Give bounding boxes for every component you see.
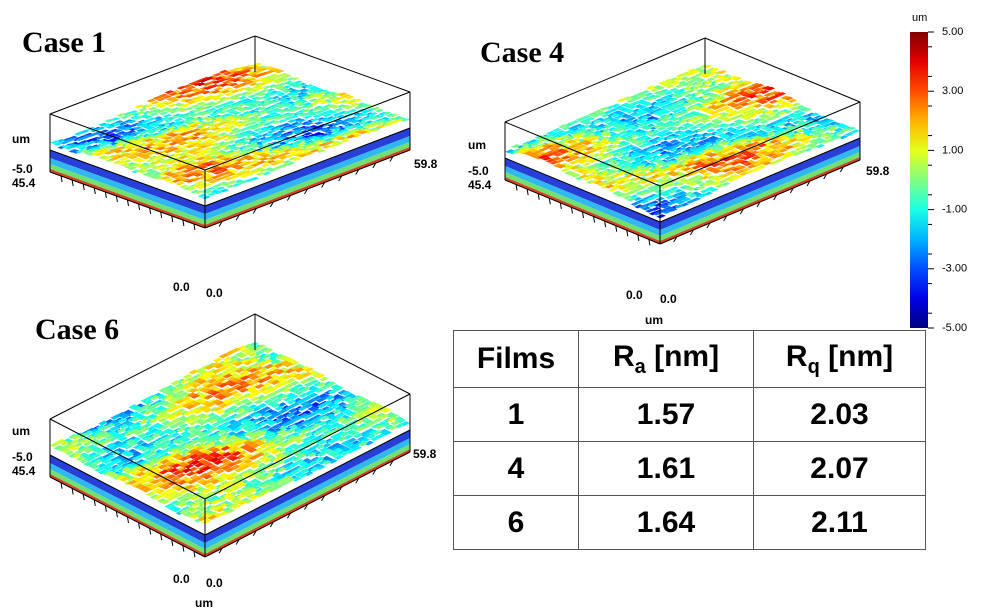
surface-cell <box>276 130 286 134</box>
axis-tick <box>172 216 173 222</box>
axis-tick <box>516 185 517 191</box>
header-sub: q <box>808 356 820 378</box>
roughness-table: Films Ra [nm] Rq [nm] 11.572.0341.612.07… <box>453 330 926 550</box>
axis-tick <box>61 176 62 182</box>
axis-tick <box>549 198 550 204</box>
axis-tick <box>571 207 572 213</box>
axis-label: -5.0 <box>468 164 489 178</box>
colorbar-tick-label: -3.00 <box>942 263 967 275</box>
axis-label: 45.4 <box>468 178 492 192</box>
axis-tick <box>616 226 617 232</box>
axis-unit: um <box>645 313 663 327</box>
axis-tick <box>161 212 162 218</box>
axis-label: 0.0 <box>626 288 643 302</box>
axis-tick <box>83 184 84 190</box>
axis-label: 59.8 <box>414 157 438 171</box>
table-row: 41.612.07 <box>454 442 926 496</box>
surface-cell <box>138 108 148 112</box>
figure: Case 1um-5.045.459.80.00.0Case 4um-5.045… <box>0 0 982 611</box>
axis-tick <box>605 221 606 227</box>
surface-cell <box>175 182 185 186</box>
table-cell: 2.07 <box>754 442 926 496</box>
axis-unit: um <box>468 138 486 152</box>
axis-unit: um <box>195 596 213 610</box>
colorbar-tick-label: -1.00 <box>942 204 967 216</box>
axis-tick <box>594 217 595 223</box>
axis-label: 0.0 <box>660 292 677 306</box>
colorbar-tick-label: -5.00 <box>942 322 967 334</box>
box-edge <box>255 36 410 92</box>
colorbar-tick-label: 1.00 <box>942 144 963 156</box>
header: R <box>786 340 808 373</box>
axis-label: 59.8 <box>866 164 890 178</box>
surface-cell <box>134 105 144 109</box>
table-cell: 6 <box>454 496 579 550</box>
header-sub: a <box>635 356 646 378</box>
axis-tick <box>139 204 140 210</box>
surface-cell <box>224 92 234 96</box>
axis-tick <box>538 194 539 200</box>
axis-label: 59.8 <box>413 447 437 461</box>
colorbar-tick-label: 3.00 <box>942 85 963 97</box>
surface-cell <box>643 183 653 187</box>
axis-label: 0.0 <box>206 286 223 300</box>
table-cell: 1.57 <box>579 388 754 442</box>
axis-label: 0.0 <box>206 576 223 590</box>
axis-tick <box>72 180 73 186</box>
surface-cell <box>256 172 266 176</box>
axis-tick <box>194 224 195 230</box>
colorbar <box>910 32 928 328</box>
axis-tick <box>183 220 184 226</box>
axis-label: -5.0 <box>12 162 33 176</box>
table-cell: 2.03 <box>754 388 926 442</box>
surface-cell <box>608 188 618 192</box>
header-unit: [nm] <box>828 340 893 373</box>
surface-cell <box>216 100 226 104</box>
plot-title: Case 6 <box>35 313 119 346</box>
axis-label: 45.4 <box>12 176 36 190</box>
header-cell: Films <box>454 331 579 388</box>
header-unit: [nm] <box>654 340 719 373</box>
axis-tick <box>627 230 628 236</box>
axis-label: -5.0 <box>12 450 33 464</box>
axis-unit: um <box>12 424 30 438</box>
axis-tick <box>560 203 561 209</box>
surface-cell <box>260 164 270 168</box>
table-cell: 1.61 <box>579 442 754 496</box>
header-cell: Ra [nm] <box>579 331 754 388</box>
header: Films <box>477 342 555 375</box>
axis-tick <box>638 235 639 241</box>
surface-cell <box>706 128 716 132</box>
header-cell: Rq [nm] <box>754 331 926 388</box>
table-row: 61.642.11 <box>454 496 926 550</box>
table-cell: 2.11 <box>754 496 926 550</box>
axis-tick <box>94 188 95 194</box>
surface <box>50 36 410 230</box>
axis-tick <box>128 200 129 206</box>
plot-title: Case 4 <box>480 36 564 69</box>
table-cell: 1 <box>454 388 579 442</box>
table-cell: 4 <box>454 442 579 496</box>
axis-label: 0.0 <box>173 280 190 294</box>
colorbar-tick-label: 5.00 <box>942 26 963 38</box>
axis-tick <box>105 192 106 198</box>
surface-wall <box>50 164 205 225</box>
plot-title: Case 1 <box>22 26 106 59</box>
axis-tick <box>150 208 151 214</box>
axis-unit: um <box>12 132 30 146</box>
surface <box>50 314 410 557</box>
surface-cell <box>314 121 324 125</box>
axis-tick <box>116 196 117 202</box>
axis-tick <box>527 189 528 195</box>
colorbar-unit: um <box>912 12 927 24</box>
table-cell: 1.64 <box>579 496 754 550</box>
axis-label: 0.0 <box>173 572 190 586</box>
header: R <box>613 340 635 373</box>
surface <box>505 38 860 245</box>
axis-tick <box>649 239 650 245</box>
axis-tick <box>583 212 584 218</box>
axis-label: 45.4 <box>12 464 36 478</box>
table-row: 11.572.03 <box>454 388 926 442</box>
